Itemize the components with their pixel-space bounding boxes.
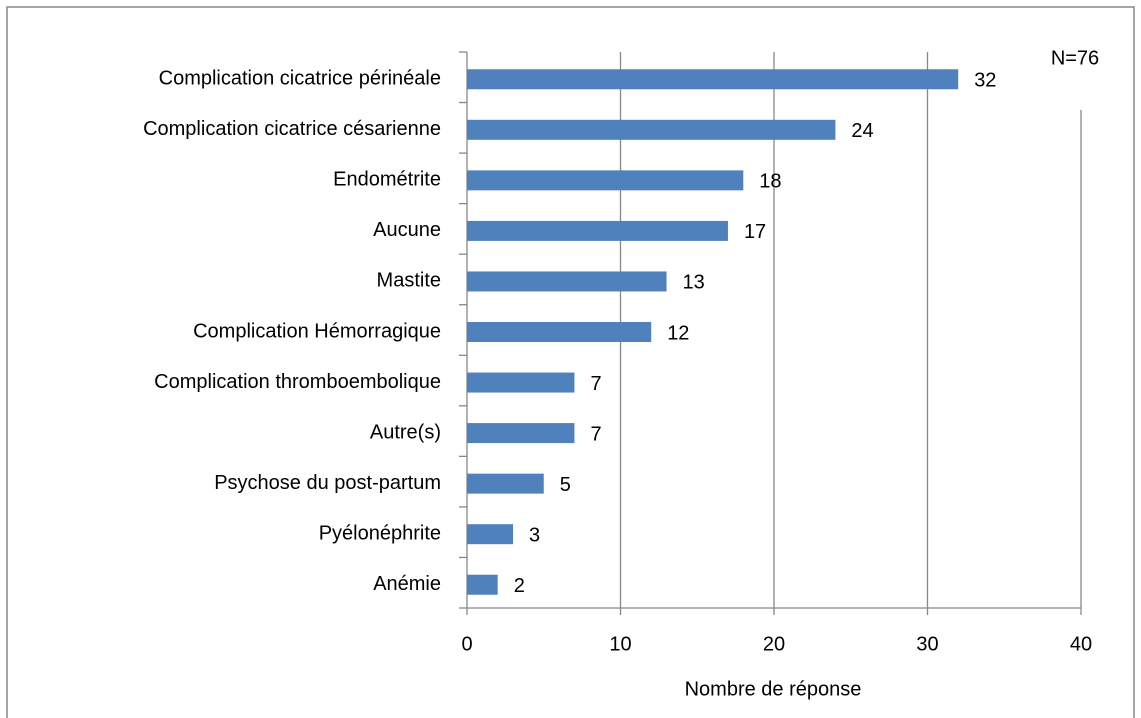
data-label: 7 (590, 373, 601, 395)
bar (467, 271, 667, 292)
data-label: 13 (683, 272, 705, 294)
bar (467, 322, 652, 342)
y-tick-label: Complication Hémorragique (193, 320, 441, 342)
bar (467, 119, 836, 140)
bar (467, 372, 575, 393)
y-tick-label: Complication cicatrice périnéale (159, 68, 441, 90)
data-label: 2 (514, 575, 525, 597)
data-label: 24 (851, 120, 873, 142)
data-label: 5 (560, 474, 571, 496)
data-label: 17 (744, 221, 766, 243)
y-tick-label: Pyélonéphrite (319, 522, 441, 544)
annotation: N=76 (1051, 47, 1099, 69)
y-tick-label: Complication cicatrice césarienne (143, 118, 441, 140)
bar (467, 170, 744, 191)
bar (467, 473, 544, 494)
y-tick-label: Autre(s) (370, 421, 441, 443)
x-tick-label: 20 (763, 633, 785, 655)
annotation-bg (1030, 38, 1125, 110)
bar (467, 220, 728, 241)
bar (467, 69, 959, 90)
data-label: 3 (529, 524, 540, 546)
y-tick-label: Complication thromboembolique (154, 371, 441, 393)
y-tick-label: Endométrite (333, 169, 441, 191)
y-tick-label: Psychose du post-partum (214, 472, 441, 494)
bar (467, 524, 514, 545)
y-tick-label: Mastite (377, 270, 441, 292)
data-label: 32 (974, 70, 996, 92)
data-label: 12 (667, 322, 689, 344)
y-tick-label: Aucune (373, 219, 441, 241)
x-tick-label: 40 (1070, 633, 1092, 655)
data-label: 18 (759, 171, 781, 193)
y-tick-label: Anémie (373, 573, 441, 595)
chart-frame (6, 6, 1135, 718)
x-tick-label: 10 (609, 633, 631, 655)
bar (467, 423, 575, 444)
data-label: 7 (590, 423, 601, 445)
x-tick-label: 30 (916, 633, 938, 655)
x-axis-label: Nombre de réponse (685, 678, 862, 700)
bar (467, 574, 498, 595)
x-tick-label: 0 (461, 633, 472, 655)
